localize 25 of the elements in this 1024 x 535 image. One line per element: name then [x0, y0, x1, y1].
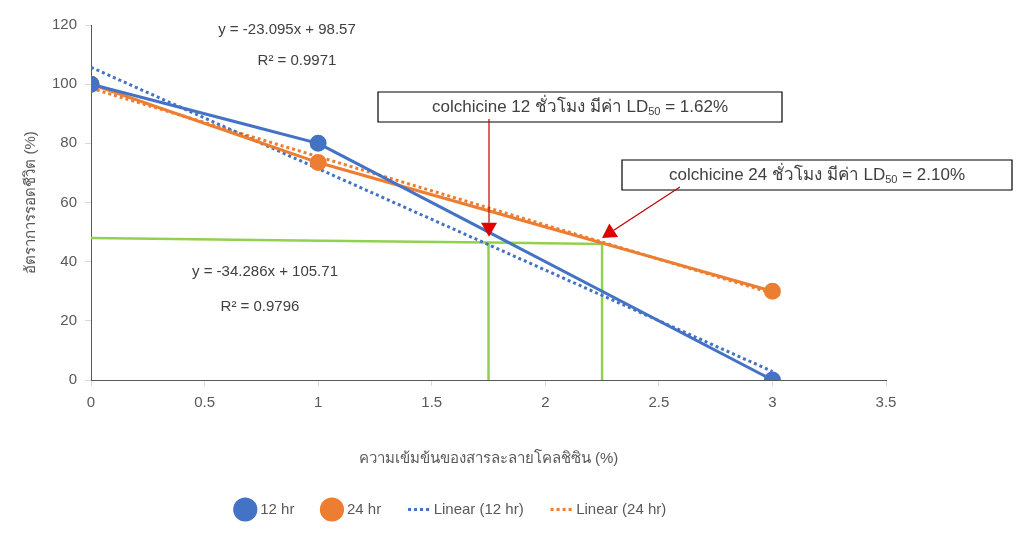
x-tick-label: 3.5 — [875, 393, 897, 411]
x-tick-label: 0 — [86, 393, 96, 411]
y-tick-label: 20 — [60, 310, 78, 328]
y-tick-label: 100 — [52, 74, 78, 92]
legend-label: 24 hr — [346, 499, 382, 517]
x-tick-label: 2 — [541, 393, 550, 411]
y-tick-label: 80 — [60, 133, 78, 151]
legend-label: Linear (12 hr) — [433, 499, 524, 517]
annotation: R² = 0.9796 — [220, 297, 300, 315]
y-tick-label: 40 — [60, 251, 78, 269]
y-tick-label: 120 — [52, 15, 78, 33]
x-tick-label: 0.5 — [194, 393, 216, 411]
legend-label: 12 hr — [260, 499, 295, 517]
x-tick-label: 2.5 — [648, 393, 670, 411]
x-tick-label: 3 — [768, 393, 777, 411]
y-tick-label: 0 — [68, 370, 78, 388]
annotation: y = -23.095x + 98.57 — [218, 20, 356, 38]
x-tick-label: 1 — [313, 393, 323, 411]
y-tick-label: 60 — [60, 192, 78, 210]
annotation: R² = 0.9971 — [257, 51, 337, 69]
x-tick-label: 1.5 — [421, 393, 443, 411]
x-axis-title: ความเข้มข้นของสารละลายโคลชิซิน (%) — [358, 449, 619, 467]
y-axis-title: อัตราการรอดชีวิต (%) — [21, 131, 39, 274]
annotation: y = -34.286x + 105.71 — [192, 262, 338, 280]
legend-label: Linear (24 hr) — [576, 499, 667, 517]
